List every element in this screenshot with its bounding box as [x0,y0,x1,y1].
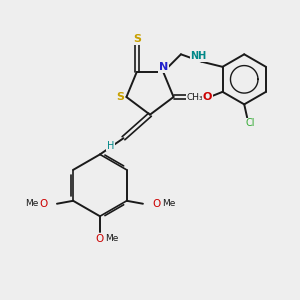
Text: Cl: Cl [245,118,255,128]
Text: S: S [116,92,124,102]
Text: CH₃: CH₃ [186,93,203,102]
Text: Me: Me [106,234,119,243]
Text: O: O [203,92,212,102]
Text: O: O [96,234,104,244]
Text: NH: NH [190,51,207,61]
Text: O: O [39,199,47,209]
Text: S: S [133,34,141,44]
Text: Me: Me [162,199,176,208]
Text: N: N [159,62,168,72]
Text: O: O [153,199,161,209]
Text: Me: Me [25,199,39,208]
Text: H: H [106,141,114,151]
